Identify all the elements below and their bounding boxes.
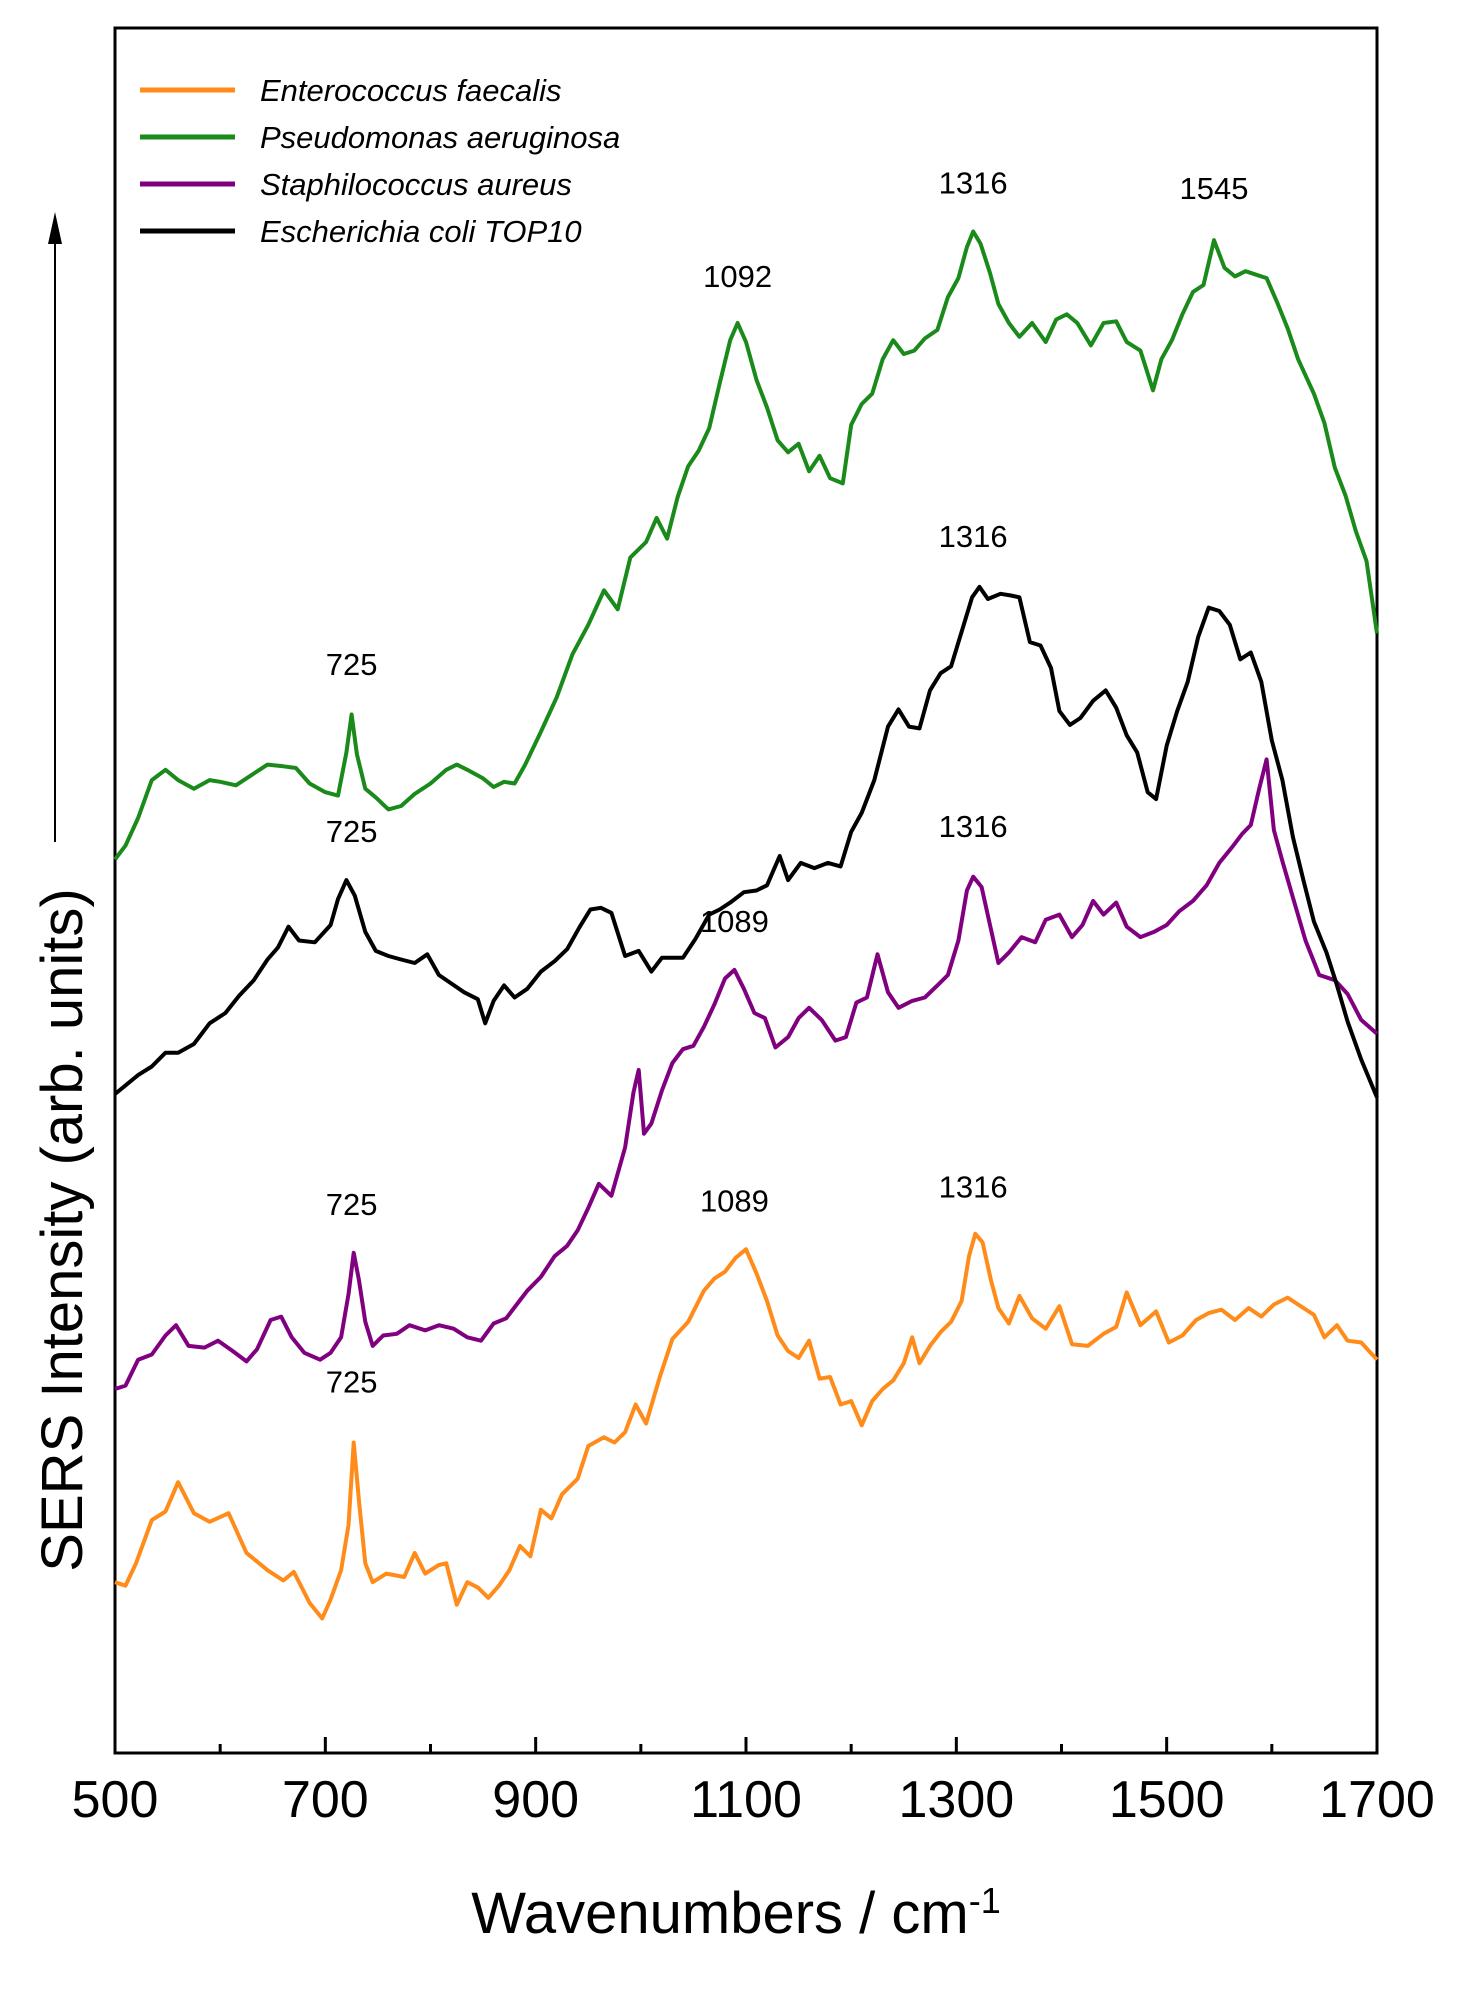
x-tick-label-1100: 1100 [690,1771,802,1829]
x-tick-label-1300: 1300 [898,1771,1014,1829]
legend-label-enterococcus-faecalis: Enterococcus faecalis [260,73,562,108]
legend-label-staphilococcus-aureus: Staphilococcus aureus [260,167,572,202]
peak-label-1316: 1316 [939,166,1008,201]
series-line-escherichia-coli-top10 [113,584,1379,1099]
legend-label-pseudomonas-aeruginosa: Pseudomonas aeruginosa [260,120,620,155]
peak-label-1545: 1545 [1180,171,1249,206]
peak-label-1089: 1089 [700,904,769,939]
x-tick-label-500: 500 [72,1771,159,1829]
x-tick-label-900: 900 [492,1771,579,1829]
legend-label-escherichia-coli-top10: Escherichia coli TOP10 [260,214,582,249]
peak-label-725: 725 [326,814,378,849]
series-layer [113,229,1379,1621]
peak-label-725: 725 [326,1364,378,1399]
peak-label-1316: 1316 [939,519,1008,554]
peak-label-725: 725 [326,1187,378,1222]
x-axis-ticks [113,1737,1379,1753]
x-axis-title: Wavenumbers / cm-1 [471,1880,1000,1947]
series-line-enterococcus-faecalis [114,1231,1379,1621]
legend: Enterococcus faecalis Pseudomonas aerugin… [140,73,620,249]
y-axis-arrow [48,212,62,842]
peak-label-1316: 1316 [939,809,1008,844]
series-line-pseudomonas-aeruginosa [113,229,1379,861]
peak-label-1089: 1089 [700,1183,769,1218]
peak-label-725: 725 [326,647,378,682]
y-axis-title: SERS Intensity (arb. units) [30,888,95,1571]
peak-label-1092: 1092 [703,259,772,294]
x-tick-label-700: 700 [282,1771,369,1829]
x-axis-tick-labels: 500 700 900 1100 1300 1500 1700 [72,1771,1435,1829]
x-axis-title-superscript: -1 [969,1880,1001,1921]
series-line-staphilococcus-aureus [114,757,1379,1391]
x-tick-label-1700: 1700 [1319,1771,1435,1829]
peak-annotations: 1316 1545 1092 725 1316 725 1316 1089 725 1089 131… [326,166,1249,1400]
x-tick-label-1500: 1500 [1109,1771,1225,1829]
x-axis-title-main: Wavenumbers / cm [471,1881,968,1946]
peak-label-1316: 1316 [939,1170,1008,1205]
